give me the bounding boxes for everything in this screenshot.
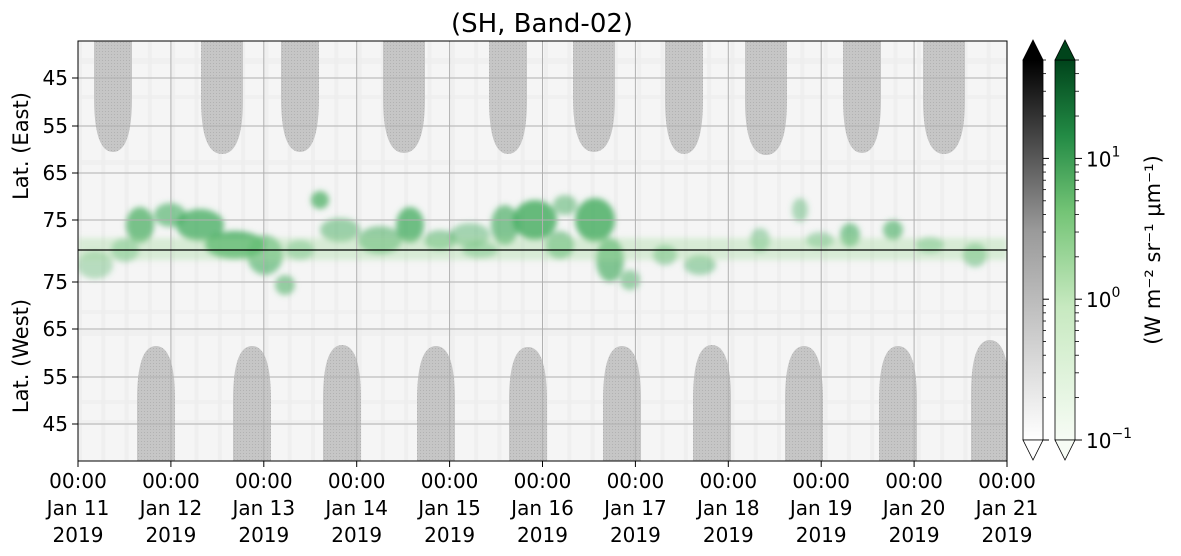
y-tick-label: 65 — [43, 161, 68, 185]
colorbar-green-extend-max — [1054, 39, 1076, 61]
aurora-blob — [620, 270, 640, 290]
x-tick-label: 00:00 Jan 16 2019 — [509, 469, 574, 547]
night-mask-bottom — [137, 346, 175, 461]
aurora-blob — [176, 209, 224, 241]
night-mask-bottom — [785, 346, 823, 461]
night-mask-bottom — [879, 346, 917, 461]
aurora-blob — [275, 275, 295, 295]
aurora-blob — [792, 198, 808, 222]
colorbar-gray-extend-min — [1022, 439, 1044, 461]
ylabel-west: Lat. (West) — [9, 299, 33, 413]
night-mask-bottom — [509, 347, 547, 461]
x-tick-label: 00:00 Jan 20 2019 — [881, 469, 946, 547]
night-mask-top — [383, 41, 425, 153]
y-axis: 45 55 65 75 75 65 55 45 — [43, 66, 78, 436]
night-mask-bottom — [693, 345, 731, 461]
aurora-blob — [553, 195, 577, 215]
night-mask-top — [665, 41, 703, 154]
y-tick-label: 75 — [43, 270, 68, 294]
aurora-blob — [320, 218, 360, 242]
colorbar-tick-label: 100 — [1086, 285, 1120, 312]
colorbar-tick-label: 101 — [1086, 144, 1120, 171]
night-mask-top — [843, 41, 881, 153]
x-tick-label: 00:00 Jan 13 2019 — [230, 469, 295, 547]
colorbar-label: (W m⁻² sr⁻¹ μm⁻¹) — [1141, 155, 1165, 345]
night-mask-bottom — [603, 346, 641, 461]
x-tick-label: 00:00 Jan 19 2019 — [788, 469, 853, 547]
night-mask-bottom — [971, 340, 1007, 461]
y-tick-label: 75 — [43, 208, 68, 232]
colorbar-green — [1054, 39, 1076, 461]
y-tick-label: 55 — [43, 114, 68, 138]
y-tick-label: 45 — [43, 66, 68, 90]
x-tick-label: 00:00 Jan 14 2019 — [323, 469, 388, 547]
y-tick-label: 65 — [43, 317, 68, 341]
x-tick-label: 00:00 Jan 15 2019 — [416, 469, 481, 547]
y-tick-label: 55 — [43, 365, 68, 389]
night-mask-top — [923, 41, 965, 154]
night-masks — [94, 41, 1007, 461]
night-mask-top — [281, 41, 319, 152]
night-mask-top — [94, 41, 132, 152]
night-mask-top — [573, 41, 615, 152]
colorbar-tick-label: 10−1 — [1086, 426, 1132, 453]
aurora-blob — [126, 207, 154, 243]
x-tick-label: 00:00 Jan 18 2019 — [695, 469, 760, 547]
night-mask-top — [489, 41, 527, 154]
chart-title: (SH, Band-02) — [451, 9, 633, 39]
night-mask-bottom — [323, 345, 361, 461]
aurora-blob — [396, 207, 424, 243]
grid-lines — [78, 41, 1007, 461]
aurora-blob — [883, 220, 903, 240]
x-tick-label: 00:00 Jan 11 2019 — [45, 469, 110, 547]
x-axis: 00:00 Jan 11 2019 00:00 Jan 12 2019 00:00 Jan 1… — [45, 461, 1039, 547]
plot-area — [78, 41, 1007, 461]
colorbar-ticks: 10−1 100 101 — [1043, 59, 1132, 453]
aurora-blob — [491, 205, 519, 245]
colorbar-green-extend-min — [1054, 439, 1076, 461]
night-mask-top — [745, 41, 787, 155]
x-tick-label: 00:00 Jan 17 2019 — [602, 469, 667, 547]
ylabel-east: Lat. (East) — [9, 92, 33, 200]
night-mask-top — [201, 41, 243, 154]
aurora-blob — [311, 191, 329, 209]
x-tick-label: 00:00 Jan 12 2019 — [138, 469, 203, 547]
colorbar-gray-extend-max — [1022, 39, 1044, 61]
x-tick-label: 00:00 Jan 21 2019 — [974, 469, 1039, 547]
night-mask-bottom — [233, 346, 271, 461]
colorbar-gray — [1022, 39, 1044, 461]
y-tick-label: 45 — [43, 412, 68, 436]
night-mask-bottom — [417, 346, 455, 461]
